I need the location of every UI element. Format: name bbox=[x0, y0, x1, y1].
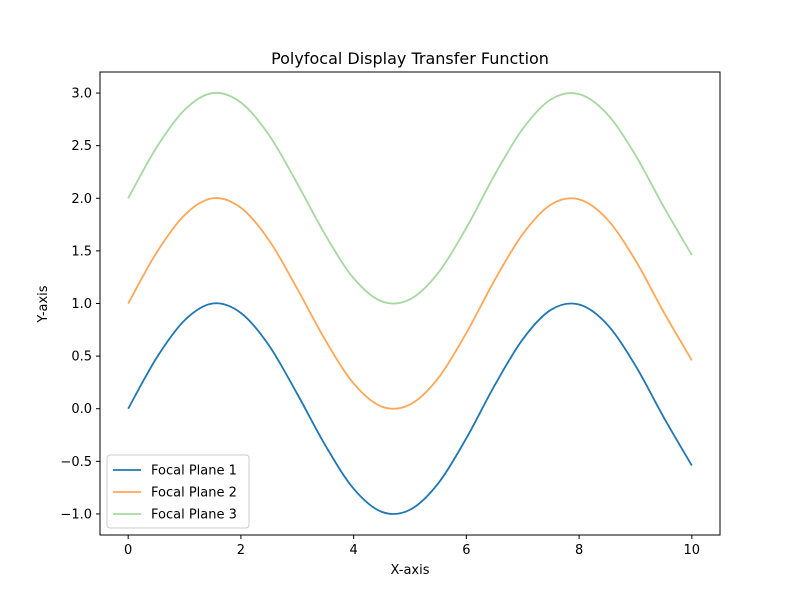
y-tick-label: 1.0 bbox=[71, 297, 92, 312]
y-axis-label: Y-axis bbox=[36, 285, 51, 323]
x-tick-label: 4 bbox=[349, 543, 357, 558]
legend-label: Focal Plane 1 bbox=[151, 464, 237, 479]
series-layer bbox=[127, 91, 693, 515]
y-tick-label: 0.0 bbox=[71, 402, 92, 417]
x-tick-label: 8 bbox=[575, 543, 583, 558]
x-axis-ticks: 0 2 4 6 8 10 bbox=[124, 535, 700, 558]
y-tick-label: 0.5 bbox=[71, 350, 92, 365]
y-tick-label: −0.5 bbox=[60, 455, 92, 470]
series-line-focal-plane-2 bbox=[127, 197, 693, 410]
legend-box bbox=[106, 454, 250, 529]
x-tick-label: 10 bbox=[684, 543, 701, 558]
y-tick-label: 1.5 bbox=[71, 244, 92, 259]
x-tick-label: 0 bbox=[124, 543, 132, 558]
y-axis-ticks: −1.0 −0.5 0.0 0.5 1.0 1.5 2.0 2.5 3.0 bbox=[60, 87, 100, 522]
legend-label: Focal Plane 3 bbox=[151, 508, 237, 523]
series-line-focal-plane-1 bbox=[127, 302, 693, 515]
y-tick-label: 3.0 bbox=[71, 87, 92, 102]
legend-label: Focal Plane 2 bbox=[151, 486, 237, 501]
legend: Focal Plane 1 Focal Plane 2 Focal Plane 3 bbox=[106, 454, 250, 529]
chart-title: Polyfocal Display Transfer Function bbox=[271, 49, 549, 68]
series-line-focal-plane-3 bbox=[127, 91, 693, 305]
x-tick-label: 6 bbox=[462, 543, 470, 558]
y-tick-label: 2.5 bbox=[71, 139, 92, 154]
y-tick-label: −1.0 bbox=[60, 507, 92, 522]
y-tick-label: 2.0 bbox=[71, 192, 92, 207]
x-tick-label: 2 bbox=[237, 543, 245, 558]
x-axis-label: X-axis bbox=[391, 563, 430, 578]
